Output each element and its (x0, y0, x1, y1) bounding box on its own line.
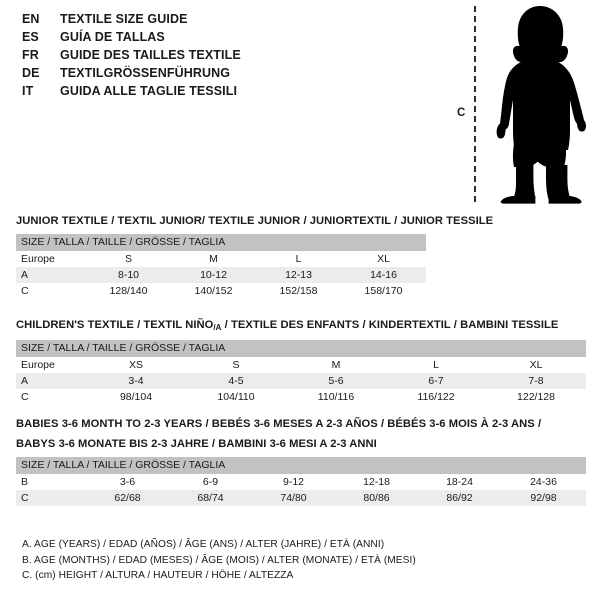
table-row: A 8-10 10-12 12-13 14-16 (16, 267, 426, 283)
table-cell: 24-36 (501, 474, 586, 490)
junior-size-table: SIZE / TALLA / TAILLE / GRÖSSE / TAGLIA … (16, 234, 426, 299)
table-cell: L (386, 357, 486, 373)
language-code: IT (22, 84, 34, 98)
language-row: DE TEXTILGRÖSSENFÜHRUNG (22, 66, 422, 84)
table-cell: 68/74 (169, 490, 252, 506)
language-row: ES GUÍA DE TALLAS (22, 30, 422, 48)
table-cell: XL (341, 251, 426, 267)
table-cell: 7-8 (486, 373, 586, 389)
table-cell: 18-24 (418, 474, 501, 490)
language-header-block: EN TEXTILE SIZE GUIDE ES GUÍA DE TALLAS … (22, 12, 422, 102)
row-label: B (16, 474, 86, 490)
table-cell: 4-5 (186, 373, 286, 389)
table-row: B 3-6 6-9 9-12 12-18 18-24 24-36 (16, 474, 586, 490)
language-title: GUIDE DES TAILLES TEXTILE (60, 48, 241, 62)
babies-size-table: SIZE / TALLA / TAILLE / GRÖSSE / TAGLIA … (16, 457, 586, 506)
table-cell: XS (86, 357, 186, 373)
table-row: Europe XS S M L XL (16, 357, 586, 373)
height-illustration: C (450, 0, 600, 210)
table-cell: 14-16 (341, 267, 426, 283)
table-cell: 9-12 (252, 474, 335, 490)
table-cell: 86/92 (418, 490, 501, 506)
table-cell: M (171, 251, 256, 267)
section-title-babies-line2: BABYS 3-6 MONATE BIS 2-3 JAHRE / BAMBINI… (16, 438, 377, 450)
table-cell: M (286, 357, 386, 373)
table-cell: L (256, 251, 341, 267)
table-row: C 62/68 68/74 74/80 80/86 86/92 92/98 (16, 490, 586, 506)
table-cell: XL (486, 357, 586, 373)
language-title: TEXTILGRÖSSENFÜHRUNG (60, 66, 231, 80)
legend-line-c: C. (cm) HEIGHT / ALTURA / HAUTEUR / HÖHE… (22, 570, 294, 581)
table-cell: 6-7 (386, 373, 486, 389)
table-cell: 152/158 (256, 283, 341, 299)
table-cell: S (86, 251, 171, 267)
language-row: EN TEXTILE SIZE GUIDE (22, 12, 422, 30)
table-row: C 128/140 140/152 152/158 158/170 (16, 283, 426, 299)
section-title-children-pre: CHILDREN'S TEXTILE / TEXTIL NIÑO (16, 319, 214, 331)
section-title-children-sub: /A (213, 323, 222, 332)
table-cell: 3-4 (86, 373, 186, 389)
row-label: Europe (16, 357, 86, 373)
table-band-header: SIZE / TALLA / TAILLE / GRÖSSE / TAGLIA (16, 234, 426, 251)
section-junior-textile: JUNIOR TEXTILE / TEXTIL JUNIOR/ TEXTILE … (16, 214, 493, 299)
band-label: SIZE / TALLA / TAILLE / GRÖSSE / TAGLIA (16, 457, 586, 474)
toddler-silhouette-icon (496, 6, 586, 204)
table-cell: S (186, 357, 286, 373)
table-cell: 62/68 (86, 490, 169, 506)
language-row: IT GUIDA ALLE TAGLIE TESSILI (22, 84, 422, 102)
language-code: ES (22, 30, 39, 44)
table-cell: 140/152 (171, 283, 256, 299)
row-label: C (16, 283, 86, 299)
language-title: GUÍA DE TALLAS (60, 30, 165, 44)
legend-block: A. AGE (YEARS) / EDAD (AÑOS) / ÂGE (ANS)… (22, 537, 582, 584)
section-title-junior: JUNIOR TEXTILE / TEXTIL JUNIOR/ TEXTILE … (16, 215, 494, 227)
table-cell: 128/140 (86, 283, 171, 299)
legend-line-a: A. AGE (YEARS) / EDAD (AÑOS) / ÂGE (ANS)… (22, 539, 385, 550)
language-row: FR GUIDE DES TAILLES TEXTILE (22, 48, 422, 66)
language-code: FR (22, 48, 39, 62)
table-cell: 5-6 (286, 373, 386, 389)
table-row: Europe S M L XL (16, 251, 426, 267)
table-band-header: SIZE / TALLA / TAILLE / GRÖSSE / TAGLIA (16, 457, 586, 474)
section-title-children-post: / TEXTILE DES ENFANTS / KINDERTEXTIL / B… (221, 319, 559, 331)
height-measure-line-icon (474, 6, 476, 202)
section-title-babies-line1: BABIES 3-6 MONTH TO 2-3 YEARS / BEBÉS 3-… (16, 418, 542, 430)
row-label: A (16, 373, 86, 389)
table-cell: 6-9 (169, 474, 252, 490)
table-cell: 74/80 (252, 490, 335, 506)
table-cell: 110/116 (286, 389, 386, 405)
table-row: A 3-4 4-5 5-6 6-7 7-8 (16, 373, 586, 389)
table-cell: 12-18 (335, 474, 418, 490)
legend-line-b: B. AGE (MONTHS) / EDAD (MESES) / ÂGE (MO… (22, 554, 416, 566)
language-title: TEXTILE SIZE GUIDE (60, 12, 188, 26)
table-cell: 98/104 (86, 389, 186, 405)
children-size-table: SIZE / TALLA / TAILLE / GRÖSSE / TAGLIA … (16, 340, 586, 405)
section-babies-textile: BABIES 3-6 MONTH TO 2-3 YEARS / BEBÉS 3-… (16, 417, 586, 506)
table-cell: 8-10 (86, 267, 171, 283)
table-row: C 98/104 104/110 110/116 116/122 122/128 (16, 389, 586, 405)
table-cell: 92/98 (501, 490, 586, 506)
table-cell: 80/86 (335, 490, 418, 506)
language-title: GUIDA ALLE TAGLIE TESSILI (60, 84, 238, 98)
row-label: C (16, 490, 86, 506)
row-label: C (16, 389, 86, 405)
table-cell: 158/170 (341, 283, 426, 299)
row-label: Europe (16, 251, 86, 267)
language-code: DE (22, 66, 40, 80)
table-cell: 3-6 (86, 474, 169, 490)
table-cell: 122/128 (486, 389, 586, 405)
row-label: A (16, 267, 86, 283)
height-measure-label: C (457, 107, 466, 119)
section-title-children: CHILDREN'S TEXTILE / TEXTIL NIÑO/A / TEX… (16, 318, 586, 335)
table-band-header: SIZE / TALLA / TAILLE / GRÖSSE / TAGLIA (16, 340, 586, 357)
table-cell: 116/122 (386, 389, 486, 405)
band-label: SIZE / TALLA / TAILLE / GRÖSSE / TAGLIA (16, 340, 586, 357)
table-cell: 104/110 (186, 389, 286, 405)
language-code: EN (22, 12, 40, 26)
table-cell: 12-13 (256, 267, 341, 283)
section-childrens-textile: CHILDREN'S TEXTILE / TEXTIL NIÑO/A / TEX… (16, 318, 586, 405)
band-label: SIZE / TALLA / TAILLE / GRÖSSE / TAGLIA (16, 234, 426, 251)
table-cell: 10-12 (171, 267, 256, 283)
